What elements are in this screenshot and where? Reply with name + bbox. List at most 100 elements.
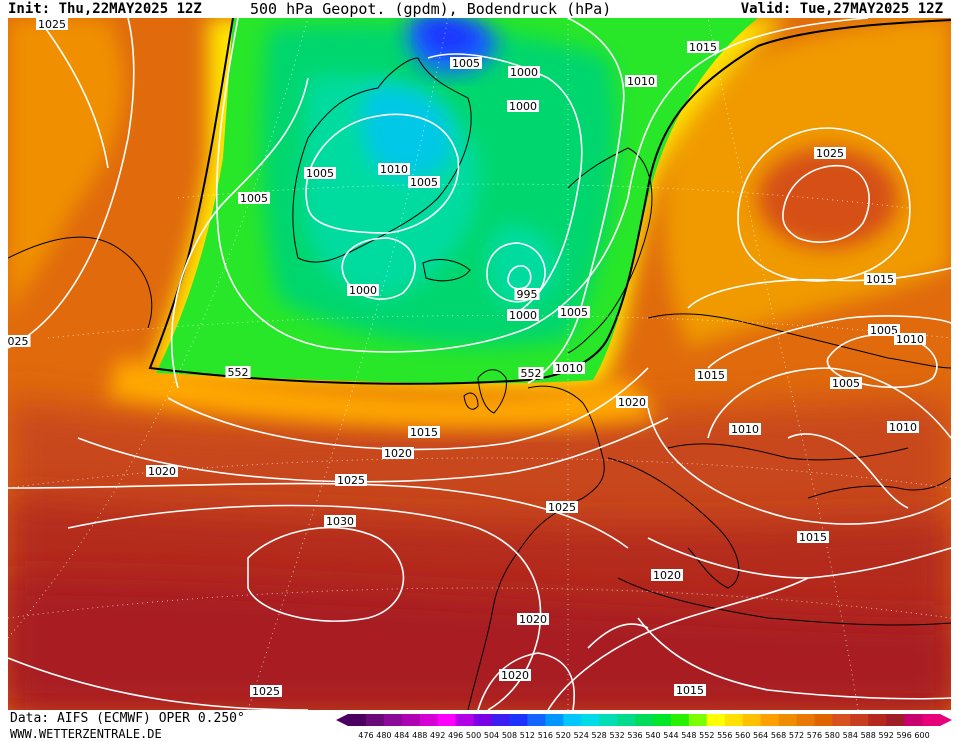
contour-label-slp-1005-gl-top: 1005 [452,57,480,70]
contour-label-slp-1015-cen: 1015 [697,369,725,382]
legend-swatch [365,714,385,726]
legend-swatch [545,714,564,726]
contour-label-slp-1015-atl: 1015 [410,426,438,439]
contour-label-bg [651,569,683,581]
contour-label-slp-1020-atl: 1020 [384,447,412,460]
legend-swatch [832,714,851,726]
contour-label-bg [408,176,440,188]
isobars [8,18,951,710]
contour-label-slp-1000-c: 1000 [509,309,537,322]
contour-label-bg [507,100,539,112]
contour-label-bg [225,366,251,378]
legend-tick-label: 504 [484,731,499,740]
contour-label-bg [729,423,761,435]
contour-label-bg [382,447,414,459]
legend-tick-label: 516 [538,731,553,740]
legend-tick-label: 540 [645,731,660,740]
legend-tick-label: 524 [574,731,589,740]
contour-label-slp-1010-blk: 1010 [889,421,917,434]
contour-label-slp-1025-scand: 1025 [816,147,844,160]
contour-label-slp-1005-lab: 1005 [240,192,268,205]
legend-tick-label: 560 [735,731,750,740]
legend-swatch [886,714,905,726]
legend-swatch [850,714,869,726]
contour-label-bg [250,685,282,697]
contour-label-slp-1000-b: 1000 [509,100,537,113]
legend-swatch [455,714,475,726]
legend-tick-label: 556 [717,731,732,740]
contour-label-slp-1025-nw: 1025 [38,18,66,31]
contour-label-slp-1030: 1030 [326,515,354,528]
contour-label-slp-1020-afr: 1020 [519,613,547,626]
legend-swatch [473,714,493,726]
legend-tick-label: 476 [358,731,373,740]
legend-swatch [419,714,439,726]
contour-label-bg [36,18,68,30]
contour-label-bg [864,273,896,285]
legend-swatch [348,714,367,726]
contour-label-bg [408,426,440,438]
contour-label-bg [499,669,531,681]
legend-swatch [491,714,510,726]
legend-swatch [617,714,636,726]
contour-label-bg [378,163,410,175]
contour-label-slp-1010-gl: 1010 [380,163,408,176]
contour-label-slp-1005-gl-w: 1005 [306,167,334,180]
contour-label-slp-1025-sw: 1025 [252,685,280,698]
contour-label-bg [553,362,585,374]
contour-label-bg [674,684,706,696]
legend-tick-label: 552 [699,731,714,740]
legend-tick-label: 496 [448,731,463,740]
contour-label-bg [514,288,540,300]
contour-label-bg [546,501,578,513]
legend-tick-label: 572 [789,731,804,740]
legend-tick-label: 592 [879,731,894,740]
geopotential-field [8,18,951,710]
contour-label-bg [507,309,539,321]
contour-label-slp-1020-fr: 1020 [618,396,646,409]
legend-swatch [635,714,654,726]
contour-label-slp-1010-uk: 1010 [555,362,583,375]
contour-label-bg [625,75,657,87]
legend-swatch [563,714,582,726]
contour-label-slp-1025-atl: 1025 [337,474,365,487]
contour-label-slp-1000-a: 1000 [510,66,538,79]
legend-tick-label: 544 [663,731,678,740]
legend-swatch [581,714,600,726]
legend-swatch [670,714,690,726]
legend-tick-label: 588 [861,731,876,740]
graticule [8,18,951,710]
contour-label-bg [558,306,590,318]
contour-label-bg [347,284,379,296]
legend-swatch [814,714,833,726]
legend-tick-label: 484 [394,731,409,740]
legend-tick-label: 508 [502,731,517,740]
legend-tick-label: 492 [430,731,445,740]
contour-label-bg [868,324,900,336]
contour-label-slp-1020-afr2: 1020 [501,669,529,682]
contour-label-bg [687,41,719,53]
legend-tick-label: 480 [376,731,391,740]
contour-label-bg [304,167,336,179]
contour-label-bg [894,333,926,345]
legend-ticks: 476 480 484 488 492 496 500 504 508 512 516 520 524 5… [358,731,929,740]
contour-label-slp-1000-ice: 1000 [349,284,377,297]
contour-label-bg [830,377,862,389]
color-legend: 476 480 484 488 492 496 500 504 508 512 516 520 524 5… [336,714,952,740]
legend-swatch [760,714,780,726]
legend-arrow-low [336,714,348,726]
contour-label-slp-1025-ib: 1025 [548,501,576,514]
contour-label-slp-1010-ger: 1010 [731,423,759,436]
contour-label-bg [518,367,544,379]
contour-label-slp-1020-w: 1020 [148,465,176,478]
contour-label-bg [695,369,727,381]
legend-tick-label: 548 [681,731,696,740]
contour-label-slp-1005-gl-e: 1005 [410,176,438,189]
legend-tick-label: 528 [592,731,607,740]
legend-tick-label: 488 [412,731,427,740]
legend-tick-label: 532 [609,731,624,740]
legend-tick-label: 512 [520,731,535,740]
geopotential-552-contour [148,18,951,385]
